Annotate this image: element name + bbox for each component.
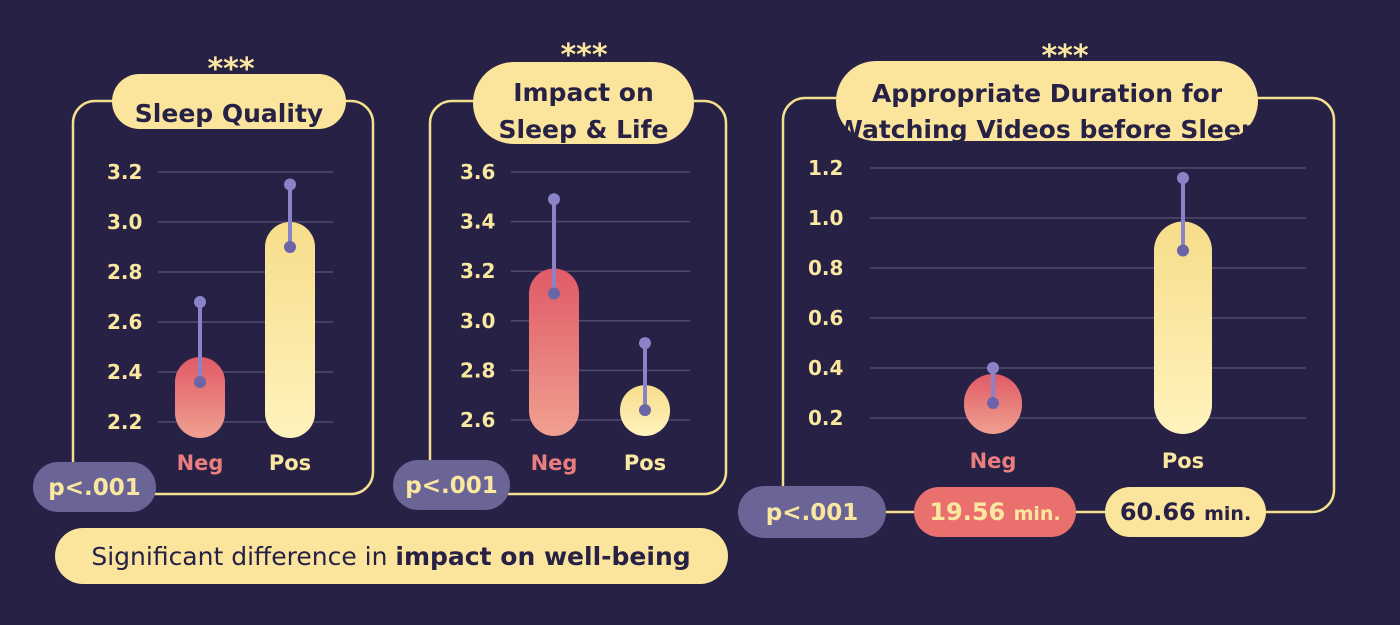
error-bar-cap [987,362,999,374]
footer-pill [55,528,728,584]
y-tick-label: 0.2 [808,406,843,430]
title-pill [112,74,346,129]
footer-banner: Significant difference in impact on well… [55,528,728,584]
y-tick-label: 2.4 [107,360,142,384]
title-pill [473,62,694,144]
duration-value: 60.66 [1120,498,1204,526]
y-tick-label: 2.8 [107,260,142,284]
mean-point [548,287,560,300]
bar-neg [175,357,225,438]
p-value-pill [738,486,886,538]
y-tick-label: 1.2 [808,156,843,180]
chart-title-line: Sleep Quality [135,99,323,128]
bar-neg [529,268,579,436]
y-tick-label: 0.6 [808,306,843,330]
chart-title: Sleep Quality [135,99,323,128]
y-tick-label: 1.0 [808,206,843,230]
y-tick-label: 2.6 [460,408,495,432]
duration-pill-neg [914,487,1076,537]
y-tick-label: 3.4 [460,210,495,234]
error-bar-cap [548,193,560,206]
chart-title-line: Impact on [513,78,654,107]
p-value-label: p<.001 [48,475,140,501]
p-value-pill [33,462,156,512]
y-tick-label: 0.4 [808,356,843,380]
p-value-label: p<.001 [766,500,858,526]
y-tick-label: 3.0 [107,210,142,234]
mean-point [639,404,651,417]
mean-point [987,397,999,409]
y-tick-label: 2.6 [107,310,142,334]
x-tick-label: Neg [970,449,1017,473]
p-value-pill [393,460,510,510]
y-tick-label: 3.0 [460,309,495,333]
p-value-label: p<.001 [405,473,497,499]
error-bar-cap [639,337,651,350]
error-bar-cap [194,296,206,308]
x-tick-label: Neg [177,451,224,475]
chart-title-line: Watching Videos before Sleep [835,115,1258,144]
duration-label: 19.56 min. [929,498,1060,526]
mean-point [284,241,296,253]
chart-title-line: Appropriate Duration for [872,79,1223,108]
y-tick-label: 0.8 [808,256,843,280]
footer-text: Significant difference in impact on well… [91,542,690,571]
x-tick-label: Pos [269,451,311,475]
footer-text-emphasis: impact on well-being [395,542,690,571]
y-tick-label: 3.6 [460,160,495,184]
x-tick-label: Pos [1162,449,1204,473]
duration-unit: min. [1014,503,1061,525]
error-bar-cap [1177,172,1189,184]
footer-text-prefix: Significant difference in [91,542,395,571]
title-pill [836,61,1258,141]
chart-title: Appropriate Duration for Watching Videos … [835,79,1258,144]
error-bar-cap [284,178,296,191]
bar-pos [1154,221,1212,434]
x-tick-label: Pos [624,451,666,475]
chart-panel-2: ***Impact on Sleep & Life2.62.83.03.23.43… [393,38,728,510]
chart-panel-3: ***Appropriate Duration for Watching Vide… [738,39,1336,538]
chart-title: Impact on Sleep & Life [499,78,669,144]
duration-value: 19.56 [929,498,1013,526]
duration-unit: min. [1204,503,1251,525]
y-tick-label: 3.2 [107,160,142,184]
x-tick-label: Neg [531,451,578,475]
duration-pill-pos [1105,487,1266,537]
duration-label: 60.66 min. [1120,498,1251,526]
panel-frame [781,96,1336,514]
y-tick-label: 3.2 [460,259,495,283]
chart-title-line: Sleep & Life [499,115,669,144]
mean-point [194,376,206,388]
y-tick-label: 2.8 [460,358,495,382]
bar-pos [265,222,315,438]
y-tick-label: 2.2 [107,410,142,434]
mean-point [1177,244,1189,257]
